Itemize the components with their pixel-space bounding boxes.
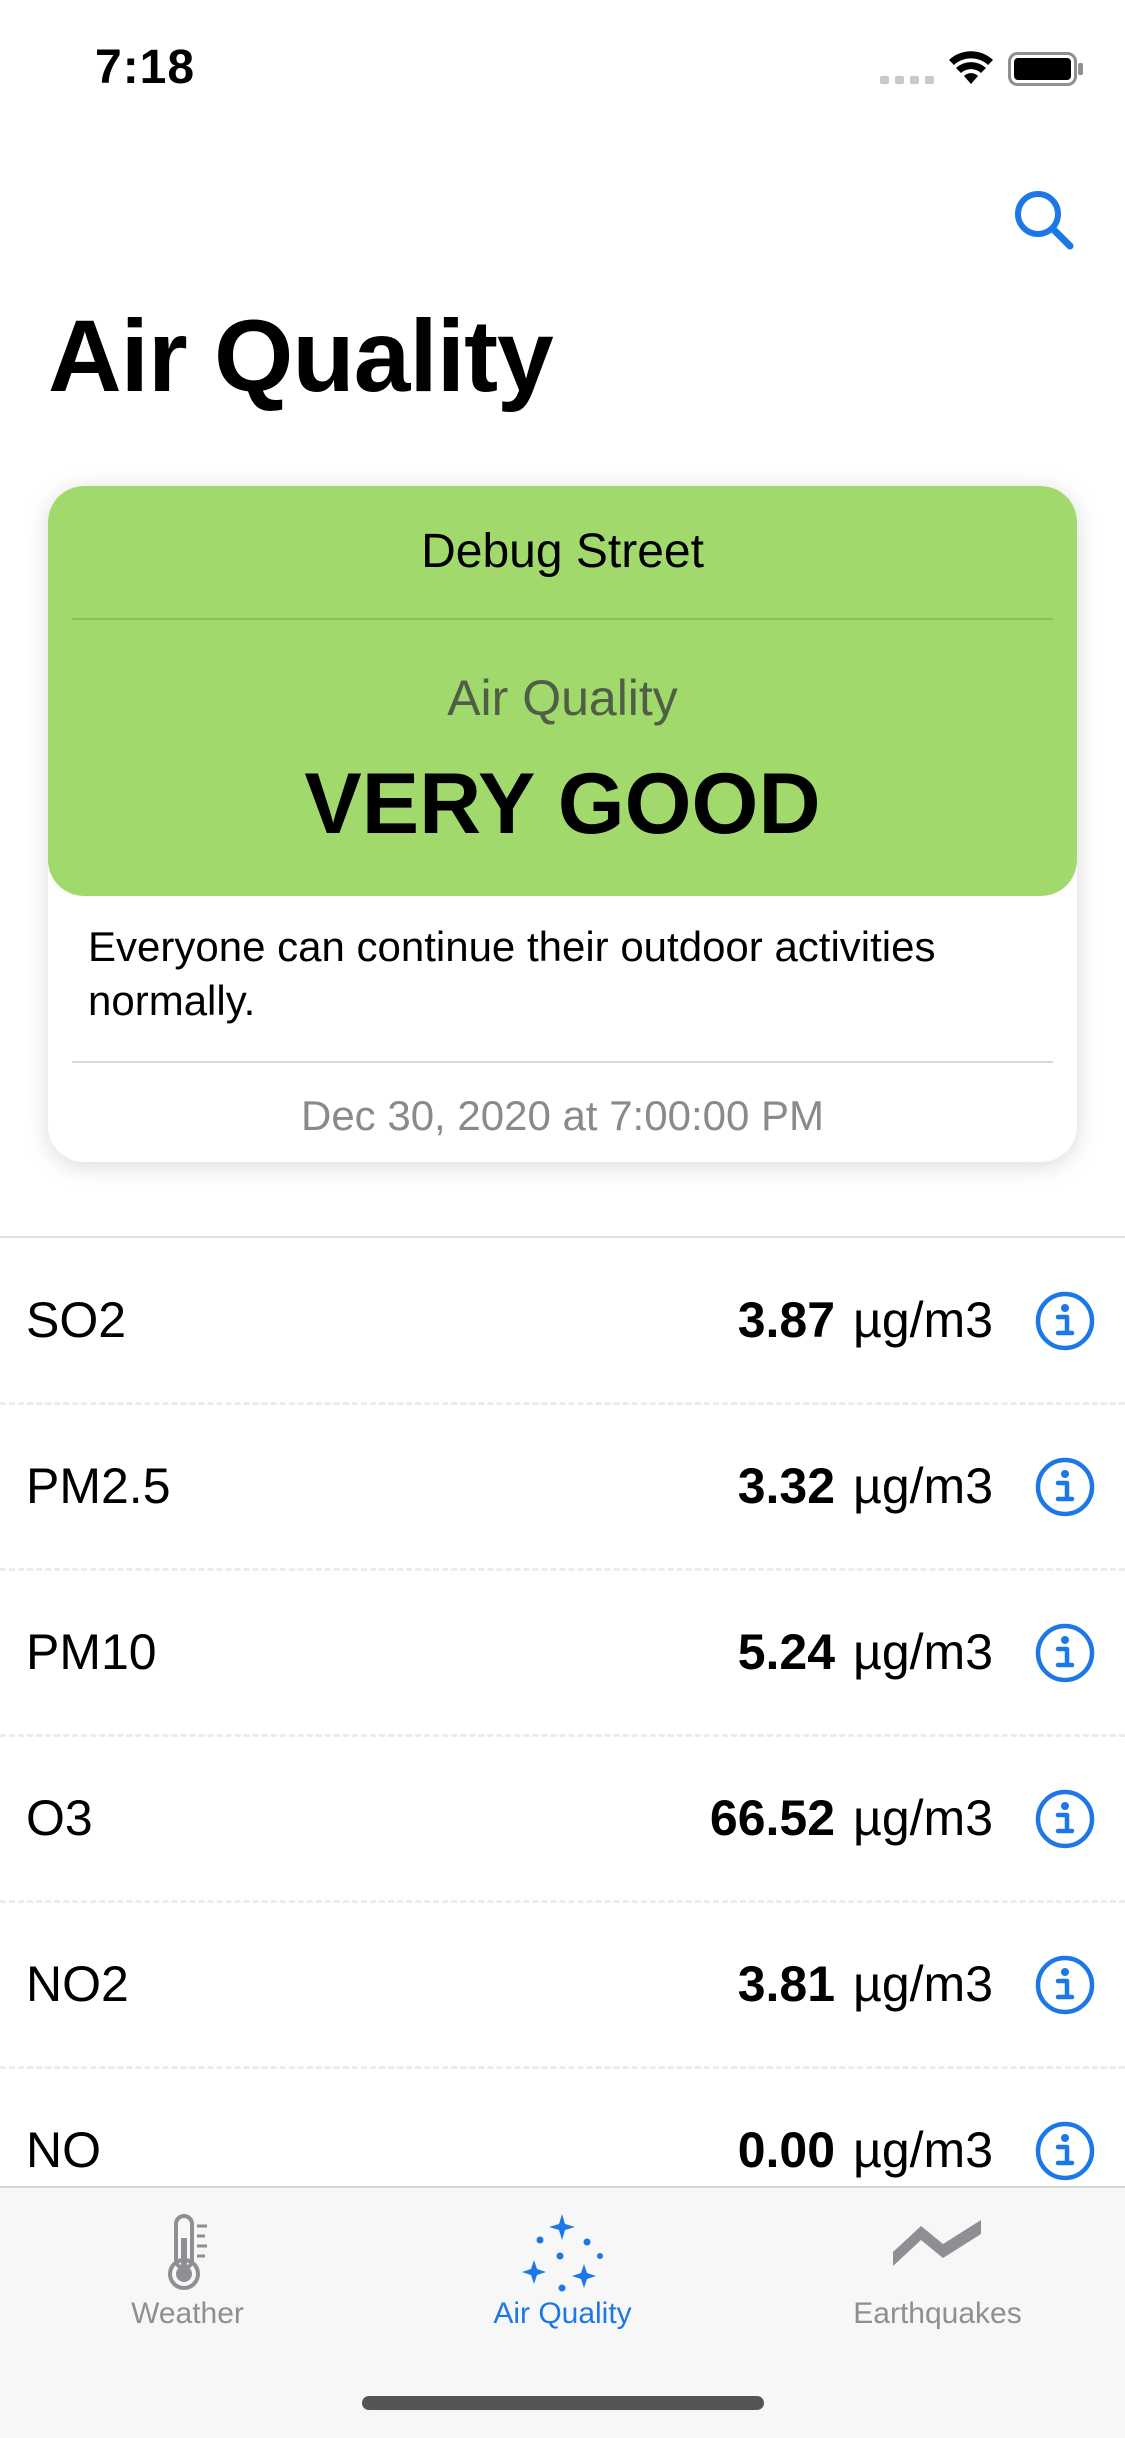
cellular-signal-icon [880,76,934,84]
pollutant-reading: 3.32 µg/m3 [738,1456,993,1516]
info-icon [1035,1955,1095,2015]
info-button[interactable] [1034,1622,1096,1684]
info-button[interactable] [1034,1954,1096,2016]
pollutant-reading: 0.00 µg/m3 [738,2120,993,2180]
pollutant-name: PM10 [26,1624,157,1680]
list-divider [0,1236,1125,1238]
thermometer-icon [168,2214,207,2290]
pollutant-reading: 3.81 µg/m3 [738,1954,993,2014]
pollutant-name: O3 [26,1790,93,1846]
info-icon [1035,1457,1095,1517]
air-quality-rating: VERY GOOD [304,756,821,852]
pollutant-row-pm10: PM10 5.24 µg/m3 [0,1570,1125,1737]
info-button[interactable] [1034,1290,1096,1352]
pollutant-row-o3: O3 66.52 µg/m3 [0,1736,1125,1903]
pollutant-reading: 66.52 µg/m3 [710,1788,993,1848]
pollutant-value: 3.81 [737,1956,836,2012]
pollutant-row-no2: NO2 3.81 µg/m3 [0,1902,1125,2069]
pollutant-value: 0.00 [737,2122,836,2178]
pollutant-unit: µg/m3 [853,1956,993,2012]
info-button[interactable] [1034,1456,1096,1518]
tab-weather[interactable]: Weather [0,2188,375,2354]
search-button[interactable] [1008,184,1080,256]
search-icon [1015,191,1074,250]
pollutant-unit: µg/m3 [853,1458,993,1514]
status-time: 7:18 [95,41,196,94]
info-icon [1035,1291,1095,1351]
info-button[interactable] [1034,1788,1096,1850]
pollutant-reading: 5.24 µg/m3 [738,1622,993,1682]
tab-earthquakes[interactable]: Earthquakes [750,2188,1125,2354]
tab-label: Earthquakes [853,2297,1022,2330]
pollutant-name: SO2 [26,1292,127,1348]
pollutant-name: NO [26,2122,101,2178]
pollutant-unit: µg/m3 [853,1292,993,1348]
divider [72,1061,1053,1063]
page-title: Air Quality [48,299,554,413]
battery-icon [1008,52,1083,86]
air-quality-card: Debug Street Air Quality VERY GOOD Every… [48,486,1077,1162]
pollutant-value: 3.87 [737,1292,836,1348]
pollutant-value: 5.24 [737,1624,836,1680]
tab-air-quality[interactable]: Air Quality [375,2188,750,2354]
pollutant-unit: µg/m3 [853,1790,993,1846]
pollutant-row-so2: SO2 3.87 µg/m3 [0,1238,1125,1405]
pollutant-row-pm25: PM2.5 3.32 µg/m3 [0,1404,1125,1571]
pollutant-name: PM2.5 [26,1458,171,1514]
sparkles-icon [522,2214,603,2292]
tab-label: Air Quality [493,2297,632,2330]
wifi-icon [949,51,993,84]
divider [72,618,1053,620]
tab-label: Weather [131,2297,244,2330]
pollutant-unit: µg/m3 [853,1624,993,1680]
pollutant-value: 3.32 [737,1458,836,1514]
location-name: Debug Street [421,525,704,578]
air-quality-label: Air Quality [447,670,678,726]
pollutant-name: NO2 [26,1956,129,2012]
status-bar: 7:18 [0,0,1125,140]
info-icon [1035,1623,1095,1683]
pollutant-unit: µg/m3 [853,2122,993,2178]
seismic-wave-icon [893,2220,981,2266]
info-icon [1035,2121,1095,2181]
info-button[interactable] [1034,2120,1096,2182]
info-icon [1035,1789,1095,1849]
health-advice: Everyone can continue their outdoor acti… [88,923,936,1024]
measurement-timestamp: Dec 30, 2020 at 7:00:00 PM [300,1092,824,1139]
air-quality-summary: Debug Street Air Quality VERY GOOD [48,486,1077,896]
home-indicator [362,2396,764,2410]
pollutant-reading: 3.87 µg/m3 [738,1290,993,1350]
pollutant-value: 66.52 [709,1790,836,1846]
